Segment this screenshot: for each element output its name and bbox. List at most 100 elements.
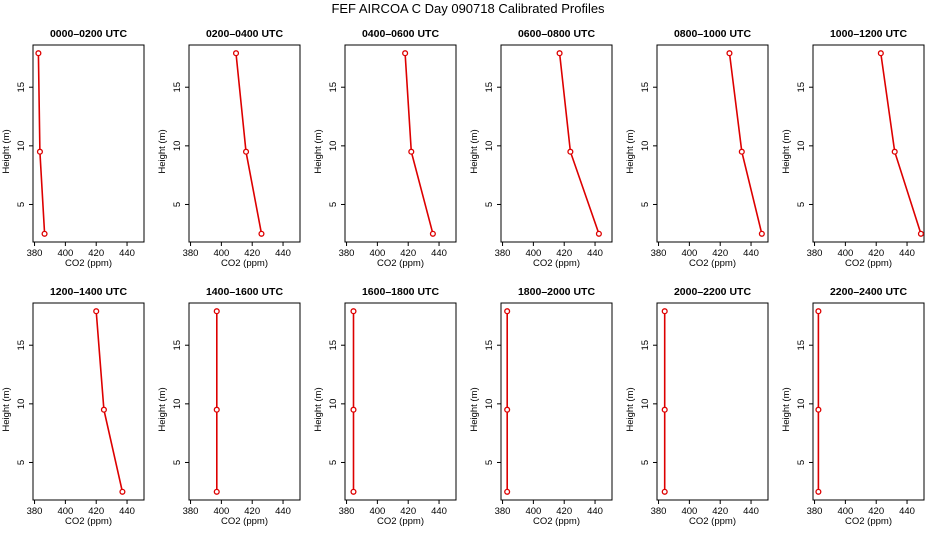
y-tick-label: 5 [16,202,27,207]
data-point [661,406,668,413]
x-axis-label: CO2 (ppm) [65,516,112,527]
y-tick-label: 5 [796,202,807,207]
data-point [504,488,511,495]
data-point [350,308,357,315]
y-axis-label: Height (m) [157,387,168,431]
y-axis-label: Height (m) [625,387,636,431]
x-tick-label: 380 [27,248,43,259]
data-point [661,488,668,495]
data-point [100,406,107,413]
profile-panel: 2200–2400 UTC 380 400 420 440 5 10 15 CO2 (ppm) H… [781,286,925,527]
profile-panel: 1000–1200 UTC 380 400 420 440 5 10 15 CO2 (ppm) H… [781,28,925,269]
y-axis-label: Height (m) [781,129,792,173]
y-tick-label: 10 [640,399,651,410]
profile-panel: 0400–0600 UTC 380 400 420 440 5 10 15 CO2 (ppm) H… [313,28,457,269]
y-tick-label: 5 [328,202,339,207]
x-tick-label: 400 [525,506,541,517]
y-tick-label: 10 [484,141,495,152]
y-axis-label: Height (m) [313,129,324,173]
y-axis-label: Height (m) [469,387,480,431]
x-axis-label: CO2 (ppm) [689,516,736,527]
x-tick-label: 420 [712,248,728,259]
x-tick-label: 380 [27,506,43,517]
x-tick-label: 420 [556,506,572,517]
y-tick-label: 15 [172,82,183,93]
y-axis-label: Height (m) [1,129,12,173]
data-point [556,50,563,57]
profile-panel: 1400–1600 UTC 380 400 420 440 5 10 15 CO2 (ppm) H… [157,286,301,527]
y-tick-label: 15 [328,340,339,351]
data-point [232,50,240,57]
profile-panel: 2000–2200 UTC 380 400 420 440 5 10 15 CO2 (ppm) H… [625,286,769,527]
plot-frame [500,302,613,501]
y-tick-label: 10 [484,399,495,410]
y-tick-label: 15 [640,340,651,351]
profile-panel: 0200–0400 UTC 380 400 420 440 5 10 15 CO2 (ppm) H… [157,28,301,269]
y-axis-label: Height (m) [781,387,792,431]
profile-line [880,53,922,235]
x-tick-label: 420 [712,506,728,517]
y-tick-label: 15 [484,82,495,93]
x-tick-label: 400 [213,248,229,259]
y-axis-label: Height (m) [625,129,636,173]
x-tick-label: 440 [899,248,915,259]
x-tick-label: 420 [868,248,884,259]
x-tick-label: 420 [868,506,884,517]
panel-grid: 0000–0200 UTC 380 400 420 440 5 10 15 CO2 (ppm) H… [1,28,925,527]
y-tick-label: 15 [796,340,807,351]
data-point [93,308,100,315]
x-tick-label: 400 [57,248,73,259]
data-point [758,230,765,237]
x-tick-label: 380 [183,248,199,259]
x-tick-label: 380 [495,248,511,259]
x-tick-label: 400 [525,248,541,259]
x-tick-label: 440 [431,506,447,517]
x-tick-label: 420 [556,248,572,259]
data-point [408,148,415,155]
y-tick-label: 5 [640,460,651,465]
data-point [41,230,48,237]
y-tick-label: 15 [796,82,807,93]
x-tick-label: 400 [681,506,697,517]
x-tick-label: 440 [743,506,759,517]
data-point [726,50,733,57]
profile-line [95,311,124,492]
y-tick-label: 15 [172,340,183,351]
data-point [350,488,357,495]
panel-title: 1600–1800 UTC [362,286,439,298]
data-point [242,148,250,155]
x-tick-label: 400 [213,506,229,517]
y-axis-label: Height (m) [313,387,324,431]
x-tick-label: 420 [244,248,260,259]
y-axis-label: Height (m) [157,129,168,173]
plot-frame [188,44,301,243]
panel-title: 1400–1600 UTC [206,286,283,298]
plot-frame [656,44,769,243]
panel-title: 0600–0800 UTC [518,28,595,40]
plot-frame [32,44,145,243]
x-axis-label: CO2 (ppm) [377,516,424,527]
y-tick-label: 5 [172,460,183,465]
x-tick-label: 440 [119,506,135,517]
data-point [738,148,745,155]
x-tick-label: 380 [807,248,823,259]
plot-frame [344,302,457,501]
x-tick-label: 400 [369,248,385,259]
y-tick-label: 10 [16,399,27,410]
x-tick-label: 380 [183,506,199,517]
x-tick-label: 440 [587,248,603,259]
x-tick-label: 440 [275,506,291,517]
panel-title: 0000–0200 UTC [50,28,127,40]
panel-title: 2000–2200 UTC [674,286,751,298]
data-point [35,50,42,57]
panel-title: 0800–1000 UTC [674,28,751,40]
plot-frame [656,302,769,501]
y-tick-label: 10 [328,399,339,410]
profile-line [728,53,763,234]
x-tick-label: 440 [587,506,603,517]
profile-line [235,53,263,234]
data-point [402,50,409,57]
profile-panel: 1800–2000 UTC 380 400 420 440 5 10 15 CO2 (ppm) H… [469,286,613,527]
data-point [258,230,265,237]
x-tick-label: 400 [57,506,73,517]
